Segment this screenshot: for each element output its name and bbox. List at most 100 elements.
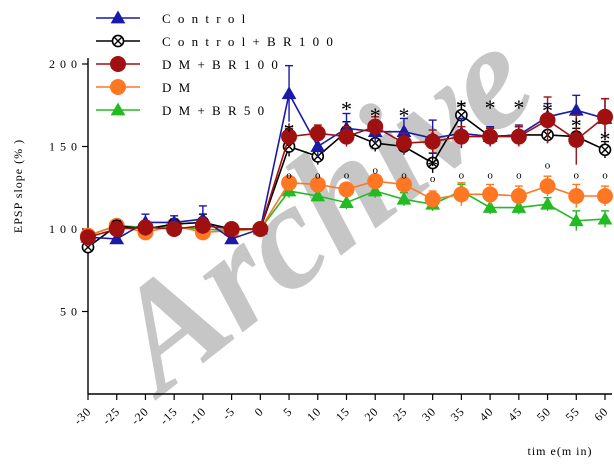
series-dm-br100-marker xyxy=(539,112,556,129)
x-tick-label: 25 xyxy=(390,404,410,424)
series-dm-marker xyxy=(453,186,470,203)
significance-circle: o xyxy=(430,173,436,185)
series-dm-br100 xyxy=(80,96,613,246)
significance-markers: ** * *** * * ***o o o o o o o o ooo o xyxy=(284,95,611,185)
significance-circle: o xyxy=(602,170,608,182)
x-tick-label: -5 xyxy=(219,404,237,422)
series-dm-br50-marker xyxy=(396,191,412,205)
series-dm-br100-marker xyxy=(80,229,96,246)
series-dm-marker xyxy=(281,174,298,191)
series-dm-br100-marker xyxy=(568,131,585,148)
series-dm-br100-marker xyxy=(281,128,298,145)
y-tick-label: 1 5 0 xyxy=(49,140,78,154)
series-control-marker xyxy=(281,86,297,100)
y-ticks: 5 0 1 0 0 1 5 0 2 0 0 xyxy=(49,57,88,319)
series-dm-br50-marker xyxy=(367,183,383,197)
significance-star: * xyxy=(600,126,611,151)
legend-label: D M xyxy=(162,80,192,95)
series-layer xyxy=(80,64,613,254)
significance-circle: o xyxy=(401,170,407,182)
legend-label: C o n t r o l xyxy=(162,11,247,26)
significance-circle: o xyxy=(459,170,465,182)
y-tick-label: 5 0 xyxy=(60,305,78,319)
legend-label: C o n t r o l + B R 1 0 0 xyxy=(162,34,335,49)
series-dm-br50-marker xyxy=(597,211,613,225)
series-dm-br100-marker xyxy=(252,221,269,237)
series-dm-br100-marker xyxy=(482,128,499,145)
series-dm-br50-marker xyxy=(511,200,527,213)
legend: C o n t r o l C o n t r o l + B R 1 0 0 D … xyxy=(96,10,335,118)
significance-star: * xyxy=(485,95,496,120)
legend-marker xyxy=(110,79,126,95)
series-dm-marker xyxy=(510,188,527,204)
significance-star: * xyxy=(284,118,295,143)
series-dm-marker xyxy=(597,188,613,204)
series-dm-br100-marker xyxy=(137,219,154,236)
significance-circle: o xyxy=(487,170,493,182)
significance-circle: o xyxy=(286,170,292,182)
series-dm-br50-marker xyxy=(310,188,326,202)
significance-star: * xyxy=(513,95,524,120)
x-tick-label: 50 xyxy=(534,404,554,424)
series-control-br100-marker xyxy=(426,156,439,170)
x-tick-label: -30 xyxy=(71,404,94,427)
series-dm-br100-marker xyxy=(510,128,527,145)
series-dm-br100-marker xyxy=(453,128,470,145)
significance-circle: o xyxy=(344,170,350,182)
legend-marker xyxy=(110,102,126,116)
legend-marker xyxy=(110,10,126,24)
significance-star: * xyxy=(571,113,582,138)
series-dm-marker xyxy=(539,178,556,195)
significance-circle: o xyxy=(545,160,551,172)
legend-label: D M + B R 5 0 xyxy=(162,103,266,118)
x-tick-label: 5 xyxy=(280,404,295,419)
y-axis-title: EPSP slope (% ) xyxy=(11,139,25,233)
y-tick-label: 2 0 0 xyxy=(49,57,78,71)
series-dm-br50-marker xyxy=(339,195,354,208)
x-tick-label: 20 xyxy=(362,404,382,424)
series-dm-marker xyxy=(424,191,441,208)
series-dm-br50-marker xyxy=(568,213,584,227)
series-dm-br100-marker xyxy=(424,133,441,150)
x-tick-label: 0 xyxy=(252,404,267,419)
series-dm-br50-marker xyxy=(482,200,498,213)
y-tick-label: 1 0 0 xyxy=(49,222,78,236)
significance-circle: o xyxy=(315,170,321,182)
x-tick-label: 40 xyxy=(476,404,496,424)
series-dm-br100-marker xyxy=(338,128,355,145)
x-tick-label: -25 xyxy=(100,404,123,427)
series-control-marker xyxy=(224,231,239,245)
series-dm-marker xyxy=(309,176,326,193)
series-dm-marker xyxy=(568,188,585,204)
series-dm-br100-marker xyxy=(309,125,326,142)
series-dm-br100-marker xyxy=(367,118,384,135)
significance-circle: o xyxy=(574,170,580,182)
legend-item-dm: D M xyxy=(96,79,192,95)
significance-circle: o xyxy=(516,170,522,182)
x-tick-label: 30 xyxy=(419,404,439,424)
series-control-br100-marker xyxy=(598,143,612,157)
x-tick-label: -20 xyxy=(128,404,151,427)
legend-item-control-br100: C o n t r o l + B R 1 0 0 xyxy=(96,34,335,49)
significance-star: * xyxy=(542,98,553,123)
series-dm-marker xyxy=(395,176,412,193)
legend-marker xyxy=(111,34,125,48)
x-ticks: -30 -25 -20 -15 -10 -5 0 5 10 15 20 25 30 35 40 45 50 55 6… xyxy=(71,394,611,428)
axes xyxy=(87,58,612,395)
x-tick-label: 10 xyxy=(304,404,324,424)
series-control-marker xyxy=(109,231,125,245)
significance-star: * xyxy=(456,95,467,120)
series-dm-marker xyxy=(338,181,355,198)
significance-circle: o xyxy=(372,165,378,177)
x-axis-title: tim e(m in) xyxy=(528,444,593,458)
series-control-marker xyxy=(310,138,326,152)
legend-item-dm-br50: D M + B R 5 0 xyxy=(96,102,266,118)
significance-star: * xyxy=(370,103,381,128)
series-dm-br100-marker xyxy=(108,221,125,237)
significance-star: * xyxy=(398,103,409,128)
x-tick-label: 45 xyxy=(505,404,525,424)
x-tick-label: 15 xyxy=(333,404,353,424)
x-tick-label: 60 xyxy=(591,404,611,424)
significance-star: * xyxy=(341,97,352,122)
